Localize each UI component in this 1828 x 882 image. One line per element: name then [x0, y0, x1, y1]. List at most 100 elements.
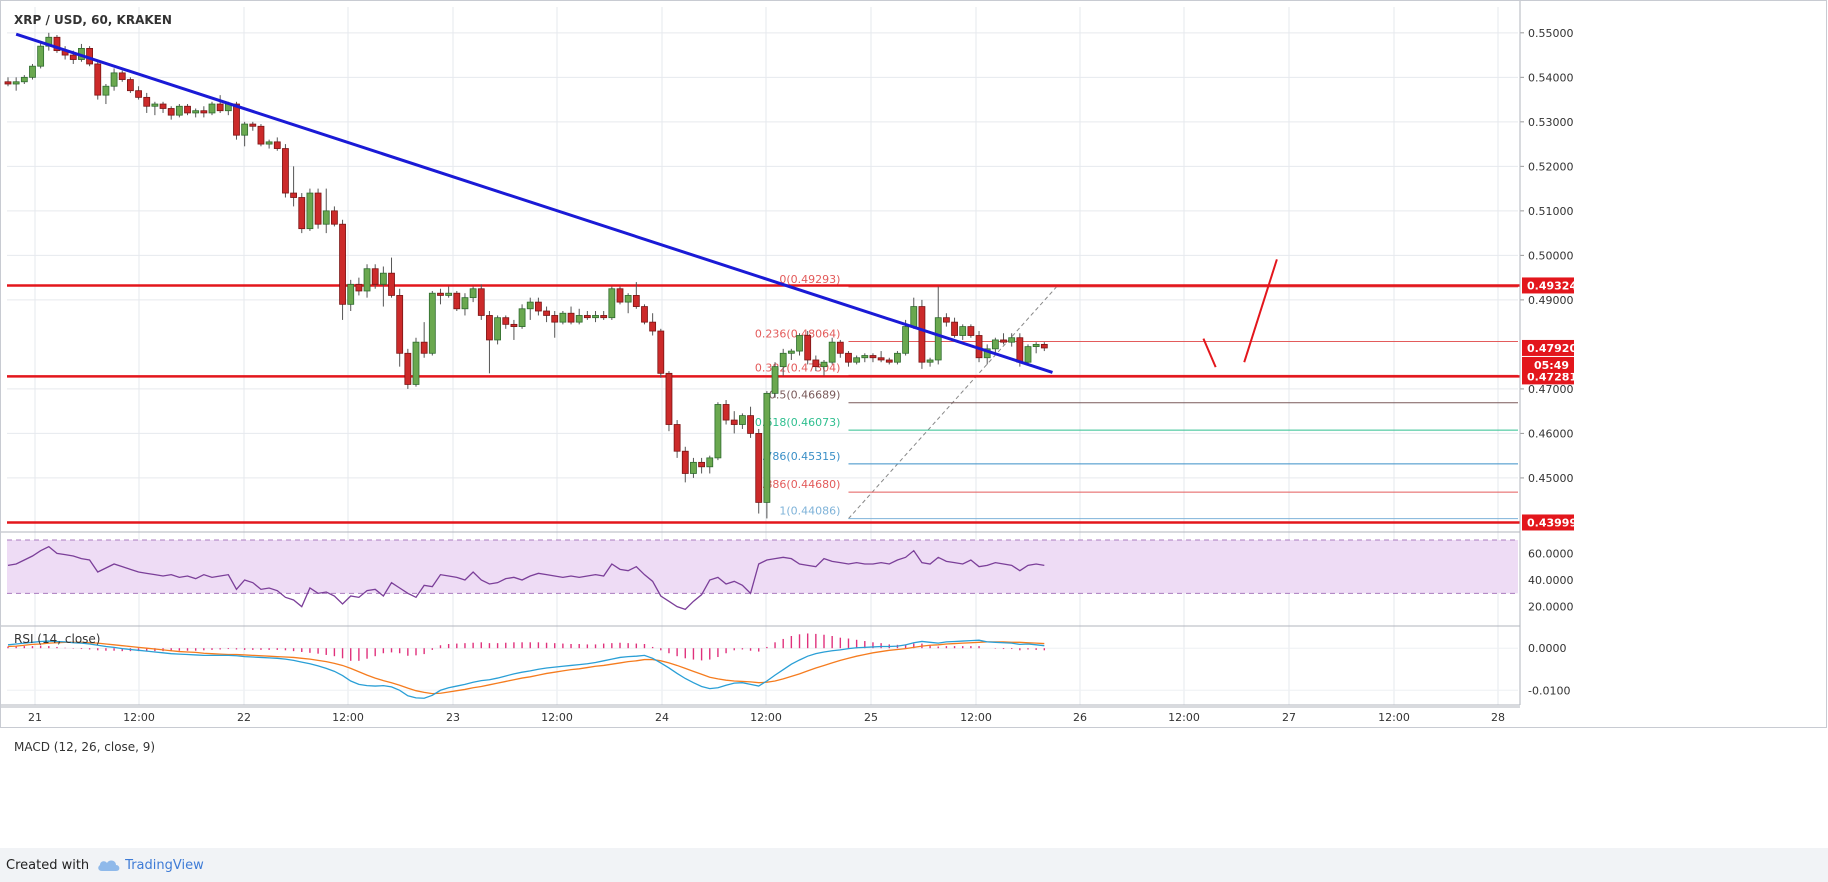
candle-body — [567, 312, 575, 323]
candle-body — [559, 312, 567, 323]
fib-level-label: 0.886(0.44680) — [755, 478, 841, 491]
candle-body — [771, 366, 779, 394]
candle-body — [820, 361, 828, 368]
candle-body — [926, 359, 934, 363]
candle-body — [918, 306, 926, 363]
rsi-axis-label: 60.0000 — [1528, 547, 1574, 560]
candle-body — [518, 308, 526, 327]
macd-pane[interactable]: 0.0000 -0.0100 — [7, 633, 1570, 699]
chart-frame — [0, 0, 1827, 728]
projection-arrow[interactable] — [1243, 259, 1278, 363]
candle-body — [959, 326, 967, 336]
candle-body — [53, 36, 61, 52]
candle-body — [330, 210, 338, 225]
candle-body — [314, 192, 322, 225]
price-axis-label: 0.45000 — [1528, 472, 1574, 485]
candle-body — [257, 125, 265, 145]
candle-body — [796, 335, 803, 352]
rsi-pane[interactable]: 60.0000 40.0000 20.0000 — [7, 539, 1574, 614]
time-axis-label: 12:00 — [541, 711, 573, 724]
candle-body — [412, 341, 420, 385]
candle-body — [110, 72, 118, 87]
drawing-overlay[interactable] — [15, 32, 1278, 374]
rsi-axis-label: 20.0000 — [1528, 601, 1574, 614]
chart-canvas[interactable]: 0(0.49293) 0.236(0.48064) 0.382(0.47304) 0.… — [0, 0, 1828, 848]
candle-body — [632, 295, 640, 307]
candle-body — [420, 341, 428, 354]
candle-body — [298, 197, 306, 230]
candle-body — [102, 85, 110, 96]
candle-body — [127, 79, 134, 92]
candle-body — [477, 288, 485, 316]
candle-body — [967, 326, 975, 336]
time-axis-label: 12:00 — [123, 711, 155, 724]
candle-body — [167, 108, 175, 116]
time-axis-label: 21 — [28, 711, 42, 724]
candle-body — [722, 404, 730, 421]
candle-body — [845, 352, 852, 363]
price-axis-label: 0.50000 — [1528, 249, 1574, 262]
candle-body — [4, 81, 12, 85]
candle-body — [135, 90, 142, 98]
candle-body — [396, 295, 404, 354]
time-axis-label: 12:00 — [1378, 711, 1410, 724]
candle-body — [902, 326, 909, 354]
time-axis-label: 25 — [864, 711, 878, 724]
candle-body — [445, 292, 453, 296]
bearish-trendline[interactable] — [15, 32, 1053, 374]
time-axis-label: 12:00 — [750, 711, 782, 724]
candle-body — [379, 272, 387, 285]
candle-body — [575, 315, 583, 323]
projection-arrow[interactable] — [1202, 338, 1217, 368]
candle-body — [241, 123, 249, 136]
candle-body — [290, 192, 298, 198]
candle-body — [828, 341, 836, 363]
level-price-label: 0.43999 — [1527, 516, 1577, 529]
candle-body — [1008, 337, 1016, 343]
candle-body — [233, 103, 240, 136]
candle-body — [208, 103, 216, 114]
candlestick-series — [4, 32, 1048, 519]
macd-axis-label: 0.0000 — [1528, 642, 1567, 655]
candle-body — [437, 292, 444, 296]
candle-body — [265, 141, 273, 145]
candle-body — [535, 301, 542, 312]
rsi-title: RSI (14, close) — [14, 632, 100, 646]
candle-body — [836, 341, 844, 354]
fib-level-label: 0.5(0.46689) — [769, 389, 841, 402]
candle-body — [94, 63, 102, 96]
candle-body — [755, 433, 763, 503]
price-axis-label: 0.49000 — [1528, 294, 1574, 307]
candle-body — [763, 392, 771, 503]
candle-body — [29, 65, 36, 78]
price-axis-label: 0.54000 — [1528, 71, 1574, 84]
candle-body — [355, 283, 363, 292]
created-with-text: Created with — [6, 857, 90, 873]
countdown-label: 05:49 — [1534, 359, 1569, 372]
candle-body — [885, 359, 893, 363]
candle-body — [388, 272, 395, 296]
candle-body — [812, 359, 820, 368]
symbol-title: XRP / USD, 60, KRAKEN — [14, 13, 172, 27]
price-axis-label: 0.46000 — [1528, 427, 1574, 440]
candle-body — [159, 103, 167, 109]
macd-line — [7, 639, 1045, 699]
candle-body — [1000, 339, 1007, 343]
candle-body — [273, 141, 281, 149]
time-axis-label: 26 — [1073, 711, 1087, 724]
tradingview-cloud-icon — [98, 860, 120, 871]
price-axis-label: 0.47000 — [1528, 383, 1574, 396]
candle-body — [469, 288, 477, 299]
candle-body — [681, 450, 689, 474]
candle-body — [404, 352, 412, 385]
candle-body — [184, 105, 191, 114]
fibonacci-retracement[interactable]: 0(0.49293) 0.236(0.48064) 0.382(0.47304) 0.… — [755, 273, 1518, 520]
candle-body — [877, 357, 885, 361]
candle-body — [453, 292, 461, 310]
candle-body — [428, 292, 436, 354]
tradingview-brand-link[interactable]: TradingView — [97, 858, 204, 873]
candle-body — [1016, 337, 1024, 363]
time-axis-label: 23 — [446, 711, 460, 724]
candle-body — [1032, 343, 1040, 348]
